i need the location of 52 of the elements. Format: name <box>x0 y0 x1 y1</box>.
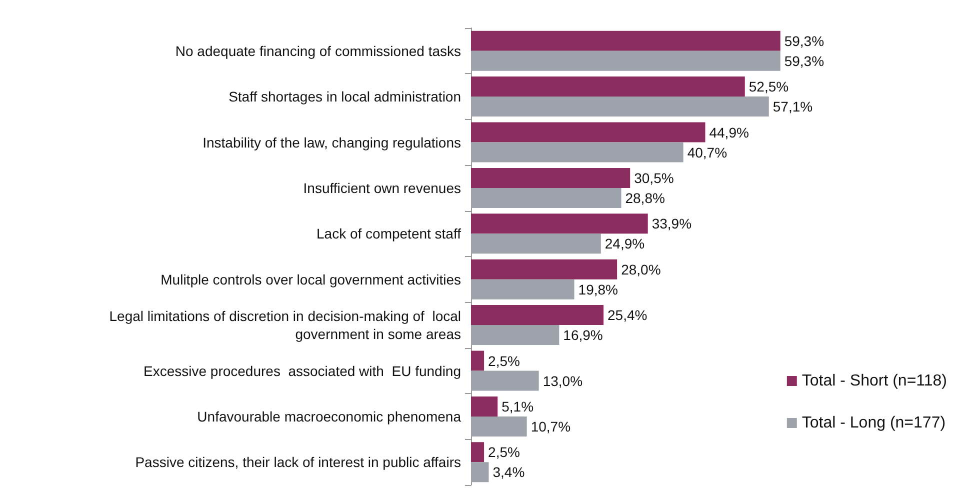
data-label: 52,5% <box>748 78 789 95</box>
data-label: 25,4% <box>608 307 648 324</box>
data-label: 57,1% <box>772 98 813 115</box>
y-tick-label: Mulitple controls over local government activities <box>160 271 461 288</box>
data-label: 28,8% <box>625 190 665 206</box>
y-tick-label: Passive citizens, their lack of interest in public affairs <box>135 454 461 470</box>
data-label: 16,9% <box>563 327 603 344</box>
data-label: 3,4% <box>492 464 525 480</box>
y-tick-label: Excessive procedures associated with EU funding <box>144 362 461 379</box>
bar <box>471 442 484 462</box>
data-label: 44,9% <box>709 124 749 140</box>
bar <box>471 96 769 117</box>
data-label: 59,3% <box>784 32 824 49</box>
y-tick-label: Legal limitations of discretion in decision-making of local government in some areas <box>109 308 461 342</box>
bar <box>471 214 648 234</box>
bar <box>471 416 527 436</box>
bar <box>471 50 780 71</box>
y-tick-label: Lack of competent staff <box>316 226 462 242</box>
data-label: 10,7% <box>530 418 571 434</box>
bar <box>471 30 780 51</box>
data-label: 5,1% <box>502 398 534 414</box>
data-label: 19,8% <box>578 281 618 298</box>
y-tick-label: Insufficient own revenues <box>303 180 461 196</box>
y-tick-label: No adequate financing of commissioned tasks <box>175 42 461 59</box>
bar <box>471 325 560 346</box>
data-label: 2,5% <box>488 444 520 460</box>
bar <box>471 462 489 482</box>
legend-label: Total - Long (n=177) <box>802 414 946 432</box>
bar <box>471 279 574 300</box>
data-label: 33,9% <box>652 216 692 232</box>
data-label: 28,0% <box>621 261 661 278</box>
bar <box>471 234 601 254</box>
data-label: 40,7% <box>687 144 728 160</box>
bar <box>471 370 539 391</box>
legend-label: Total - Short (n=118) <box>802 372 947 390</box>
bar <box>471 76 745 97</box>
bar <box>471 168 630 188</box>
bar <box>471 259 618 280</box>
data-label: 59,3% <box>784 52 824 69</box>
y-tick-label: Instability of the law, changing regulations <box>202 134 461 150</box>
bar <box>471 305 604 326</box>
bar <box>471 396 498 416</box>
data-label: 13,0% <box>542 372 583 389</box>
data-label: 24,9% <box>604 236 645 252</box>
data-label: 30,5% <box>634 170 674 186</box>
bar <box>471 350 484 371</box>
data-label: 2,5% <box>488 352 520 369</box>
bar <box>471 188 622 208</box>
bar <box>471 142 684 162</box>
bar <box>471 122 706 142</box>
y-tick-label: Staff shortages in local administration <box>228 88 461 105</box>
y-tick-label: Unfavourable macroeconomic phenomena <box>197 408 462 424</box>
